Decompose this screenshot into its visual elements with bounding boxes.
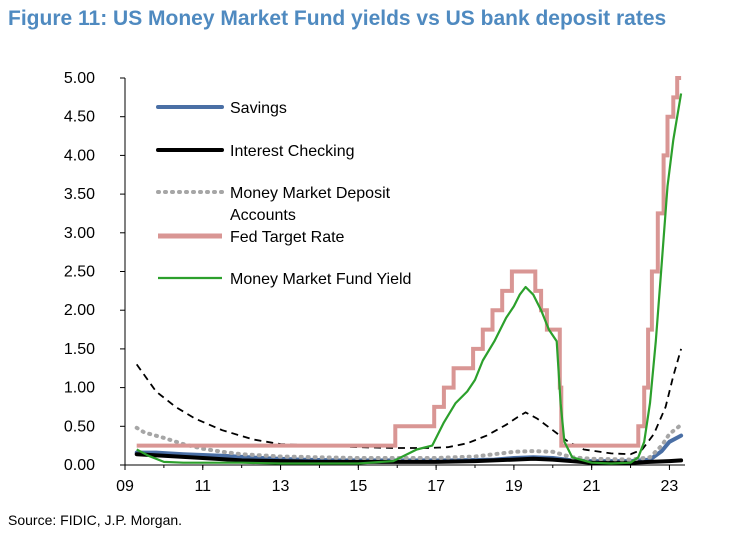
legend-label-fed-target-rate: Fed Target Rate: [230, 229, 345, 246]
y-tick-label: 4.00: [64, 147, 95, 164]
y-tick-label: 2.00: [64, 302, 95, 319]
legend-label-interest-checking: Interest Checking: [230, 143, 355, 160]
series-money-market-fund-shadow: [135, 348, 682, 456]
y-tick-label: 3.50: [64, 186, 95, 203]
y-tick-label: 0.50: [64, 418, 95, 435]
y-tick-label: 2.50: [64, 264, 95, 281]
series-money-market-fund-yield: [136, 93, 683, 465]
x-tick-label: 13: [272, 478, 290, 495]
y-tick-label: 4.50: [64, 109, 95, 126]
x-tick-label: 11: [194, 478, 211, 495]
x-tick-label: 17: [427, 478, 445, 495]
legend-label-savings: Savings: [230, 100, 287, 117]
legend-label-continuation: Accounts: [230, 207, 296, 224]
source-note: Source: FIDIC, J.P. Morgan.: [8, 512, 183, 528]
y-tick-label: 3.00: [64, 225, 95, 242]
y-tick-label: 1.00: [64, 380, 95, 397]
x-tick-label: 23: [661, 478, 679, 495]
legend-label-money-market-fund-yield: Money Market Fund Yield: [230, 271, 411, 288]
y-tick-label: 0.00: [64, 457, 95, 474]
y-tick-label: 5.00: [64, 70, 95, 87]
y-tick-label: 1.50: [64, 341, 95, 358]
chart-title: Figure 11: US Money Market Fund yields v…: [8, 7, 667, 30]
x-tick-label: 15: [349, 478, 367, 495]
x-tick-label: 19: [505, 478, 523, 495]
x-tick-label: 21: [583, 478, 601, 495]
series-fed-target-rate: [136, 76, 682, 448]
x-tick-label: 09: [116, 478, 134, 495]
legend-label-money-market-deposit: Money Market Deposit: [230, 185, 391, 202]
